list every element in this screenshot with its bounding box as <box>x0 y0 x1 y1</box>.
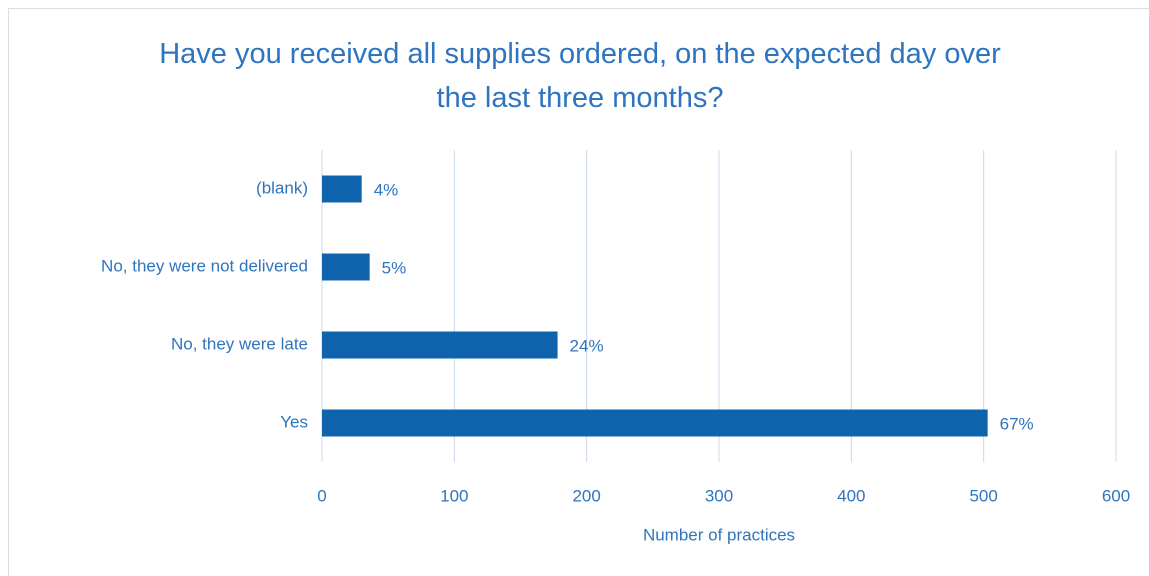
data-label: 5% <box>382 258 407 277</box>
y-tick-label: (blank) <box>256 178 308 197</box>
x-tick-label: 400 <box>837 486 865 505</box>
data-label: 67% <box>1000 414 1034 433</box>
bar <box>322 331 558 359</box>
x-tick-label: 200 <box>572 486 600 505</box>
bar <box>322 409 988 437</box>
x-tick-label: 100 <box>440 486 468 505</box>
bar <box>322 253 370 281</box>
y-tick-label: No, they were not delivered <box>101 256 308 275</box>
x-tick-label: 0 <box>317 486 326 505</box>
x-axis-label: Number of practices <box>643 525 795 544</box>
y-tick-label: No, they were late <box>171 334 308 353</box>
y-tick-label: Yes <box>280 412 308 431</box>
chart-title: Have you received all supplies ordered, … <box>159 38 1001 114</box>
data-label: 4% <box>374 180 399 199</box>
chart-border <box>8 8 1149 576</box>
x-tick-label: 300 <box>705 486 733 505</box>
bar <box>322 175 362 203</box>
x-tick-label: 600 <box>1102 486 1130 505</box>
x-tick-label: 500 <box>969 486 997 505</box>
data-label: 24% <box>570 336 604 355</box>
